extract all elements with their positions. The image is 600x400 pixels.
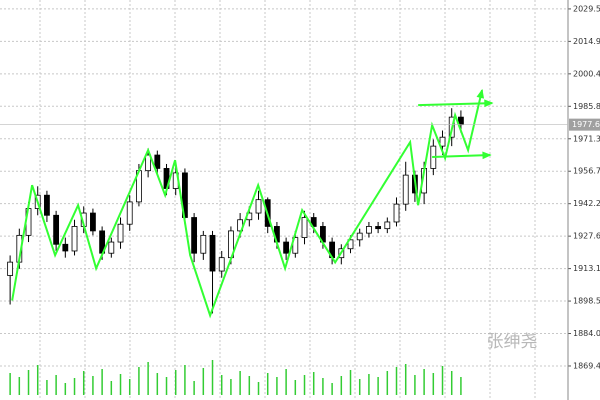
arrow-head <box>476 88 485 99</box>
candle-body <box>53 214 60 245</box>
y-tick-label: 1869.45 <box>573 361 600 370</box>
y-tick-label: 2029.50 <box>573 4 600 13</box>
candle-body <box>145 154 152 172</box>
candle-body <box>7 261 14 276</box>
y-tick-label: 1898.55 <box>573 297 600 306</box>
y-tick-label: 1884.00 <box>573 329 600 338</box>
y-tick-label: 1942.20 <box>573 199 600 208</box>
candle-body <box>283 241 290 254</box>
candle-body <box>117 223 124 243</box>
candle-body <box>200 234 207 254</box>
y-tick-label: 1913.10 <box>573 264 600 273</box>
candle-body <box>301 217 308 238</box>
arrow-line <box>432 154 491 159</box>
y-tick-label: 1927.65 <box>573 232 600 241</box>
candle-body <box>439 136 446 147</box>
y-tick-label: 2014.95 <box>573 37 600 46</box>
candle-body <box>62 243 69 252</box>
candle-body <box>393 203 400 223</box>
candle-body <box>44 194 50 216</box>
candle-body <box>255 199 262 214</box>
candle-body <box>402 174 409 205</box>
arrow-head <box>482 151 492 160</box>
last-price-box <box>569 118 600 131</box>
candle-body <box>310 217 317 227</box>
y-tick-label: 1956.75 <box>573 167 600 176</box>
watermark: 张绅尧 <box>487 332 538 352</box>
candle-body <box>366 226 372 234</box>
candle-body <box>384 221 391 230</box>
arrow-line <box>418 102 493 107</box>
candle-body <box>191 217 198 254</box>
arrow-head <box>484 99 494 108</box>
candle-body <box>347 239 354 250</box>
arrow-line <box>11 89 484 319</box>
y-tick-label: 1971.30 <box>573 134 600 143</box>
candle-body <box>90 212 96 232</box>
candle-body <box>126 201 133 225</box>
y-tick-label: 2000.40 <box>573 69 600 78</box>
candle-body <box>375 226 382 230</box>
candle-body <box>209 234 216 272</box>
candle-body <box>154 154 161 169</box>
y-tick-label: 1985.85 <box>573 102 600 111</box>
candle-body <box>356 232 363 241</box>
candle-body <box>218 257 225 272</box>
last-price-label: 1977.63 <box>572 120 600 129</box>
candle-body <box>71 226 78 252</box>
candle-body <box>108 241 115 254</box>
